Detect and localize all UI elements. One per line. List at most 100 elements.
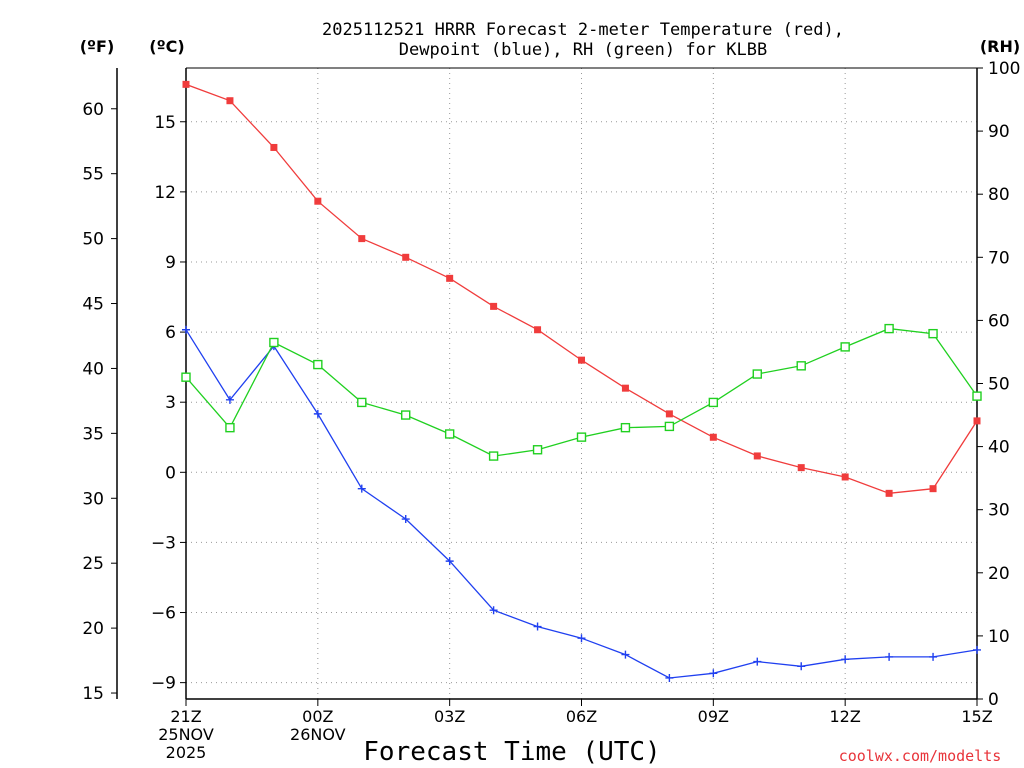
rh-point	[225, 422, 235, 433]
dewpoint-point	[973, 645, 981, 654]
celsius-tick-label: 6	[165, 323, 176, 343]
temperature-point	[270, 143, 278, 151]
temperature-point	[929, 485, 937, 493]
x-tick-label: 25NOV	[158, 725, 214, 744]
dewpoint-point	[489, 606, 498, 615]
dewpoint-point	[797, 662, 806, 671]
rh-tick-label: 70	[988, 248, 1010, 268]
rh-tick-label: 90	[988, 122, 1010, 142]
rh-point	[664, 421, 675, 432]
x-axis-label: Forecast Time (UTC)	[363, 737, 660, 767]
celsius-tick-label: 0	[165, 463, 176, 483]
rh-point	[532, 445, 543, 455]
temperature-point	[973, 417, 981, 425]
temperature-point	[358, 235, 366, 243]
celsius-axis-unit: (ºC)	[149, 37, 184, 56]
temperature-point	[226, 97, 234, 105]
fahrenheit-tick-label: 30	[82, 489, 104, 509]
rh-point	[488, 451, 499, 461]
rh-point	[181, 372, 191, 382]
temperature-point	[841, 473, 849, 481]
temperature-point	[665, 410, 673, 418]
temperature-point	[797, 464, 805, 472]
temperature-point	[182, 80, 190, 88]
rh-tick-label: 30	[988, 501, 1010, 521]
rh-point	[972, 391, 982, 401]
celsius-tick-label: −9	[151, 674, 176, 694]
dewpoint-point	[445, 557, 454, 566]
fahrenheit-tick-label: 15	[82, 684, 104, 704]
dewpoint-point	[753, 657, 762, 666]
fahrenheit-tick-label: 45	[82, 295, 104, 315]
x-tick-label: 26NOV	[290, 725, 346, 744]
rh-tick-label: 50	[988, 375, 1010, 395]
x-tick-label: 21Z	[170, 707, 201, 726]
dewpoint-point	[401, 515, 410, 524]
fahrenheit-tick-label: 60	[82, 100, 104, 120]
fahrenheit-tick-label: 55	[82, 165, 104, 185]
x-tick-label: 09Z	[698, 707, 729, 726]
dewpoint-point	[665, 673, 674, 682]
series-group	[181, 80, 982, 682]
rh-point	[357, 397, 367, 408]
fahrenheit-tick-label: 25	[82, 554, 104, 574]
rh-point	[884, 323, 894, 334]
rh-point	[840, 342, 850, 352]
celsius-tick-label: −6	[151, 604, 176, 624]
axes: 15202530354045505560−9−6−303691215010203…	[82, 59, 1020, 762]
fahrenheit-tick-label: 35	[82, 424, 104, 444]
celsius-tick-label: −3	[151, 533, 176, 553]
rh-point	[444, 429, 455, 439]
dewpoint-point	[313, 409, 322, 418]
fahrenheit-axis-unit: (ºF)	[80, 37, 115, 56]
x-tick-label: 2025	[166, 743, 207, 762]
rh-point	[313, 359, 323, 370]
celsius-tick-label: 3	[165, 393, 176, 413]
dewpoint-point	[885, 652, 894, 661]
rh-tick-label: 80	[988, 185, 1010, 205]
rh-tick-label: 20	[988, 564, 1010, 584]
celsius-tick-label: 9	[165, 253, 176, 273]
chart-title-line-2: Dewpoint (blue), RH (green) for KLBB	[399, 40, 767, 60]
dewpoint-point	[577, 634, 586, 643]
dewpoint-point	[357, 484, 366, 493]
dewpoint-point	[182, 325, 190, 334]
rh-point	[708, 397, 719, 408]
rh-tick-label: 10	[988, 627, 1010, 647]
rh-point	[928, 328, 938, 339]
temperature-point	[578, 356, 585, 364]
rh-tick-label: 60	[988, 311, 1010, 331]
x-tick-label: 00Z	[302, 707, 333, 726]
x-tick-label: 12Z	[830, 707, 861, 726]
fahrenheit-tick-label: 50	[82, 230, 104, 250]
dewpoint-point	[709, 669, 718, 678]
rh-tick-label: 100	[988, 59, 1020, 79]
rh-point	[752, 369, 762, 379]
temperature-point	[753, 452, 761, 460]
fahrenheit-tick-label: 20	[82, 619, 104, 639]
chart-title-line-1: 2025112521 HRRR Forecast 2-meter Tempera…	[322, 20, 844, 40]
temperature-point	[621, 384, 629, 392]
dewpoint-point	[929, 652, 938, 661]
x-tick-label: 06Z	[566, 707, 597, 726]
rh-axis-unit: (RH)	[980, 37, 1020, 56]
credit-text: coolwx.com/modelts	[839, 747, 1002, 765]
rh-point	[796, 361, 806, 371]
temperature-point	[490, 302, 498, 310]
temperature-point	[314, 197, 322, 205]
temperature-point	[402, 253, 410, 261]
x-tick-label: 03Z	[434, 707, 465, 726]
dewpoint-point	[621, 650, 630, 659]
rh-point	[576, 432, 587, 442]
temperature-point	[709, 433, 717, 441]
temperature-point	[446, 274, 454, 282]
dewpoint-point	[225, 395, 234, 404]
rh-tick-label: 0	[988, 690, 999, 710]
rh-point	[401, 410, 411, 420]
x-tick-label: 15Z	[961, 707, 992, 726]
celsius-tick-label: 15	[154, 113, 176, 133]
rh-tick-label: 40	[988, 438, 1010, 458]
temperature-point	[534, 326, 542, 334]
dewpoint-point	[841, 655, 850, 664]
